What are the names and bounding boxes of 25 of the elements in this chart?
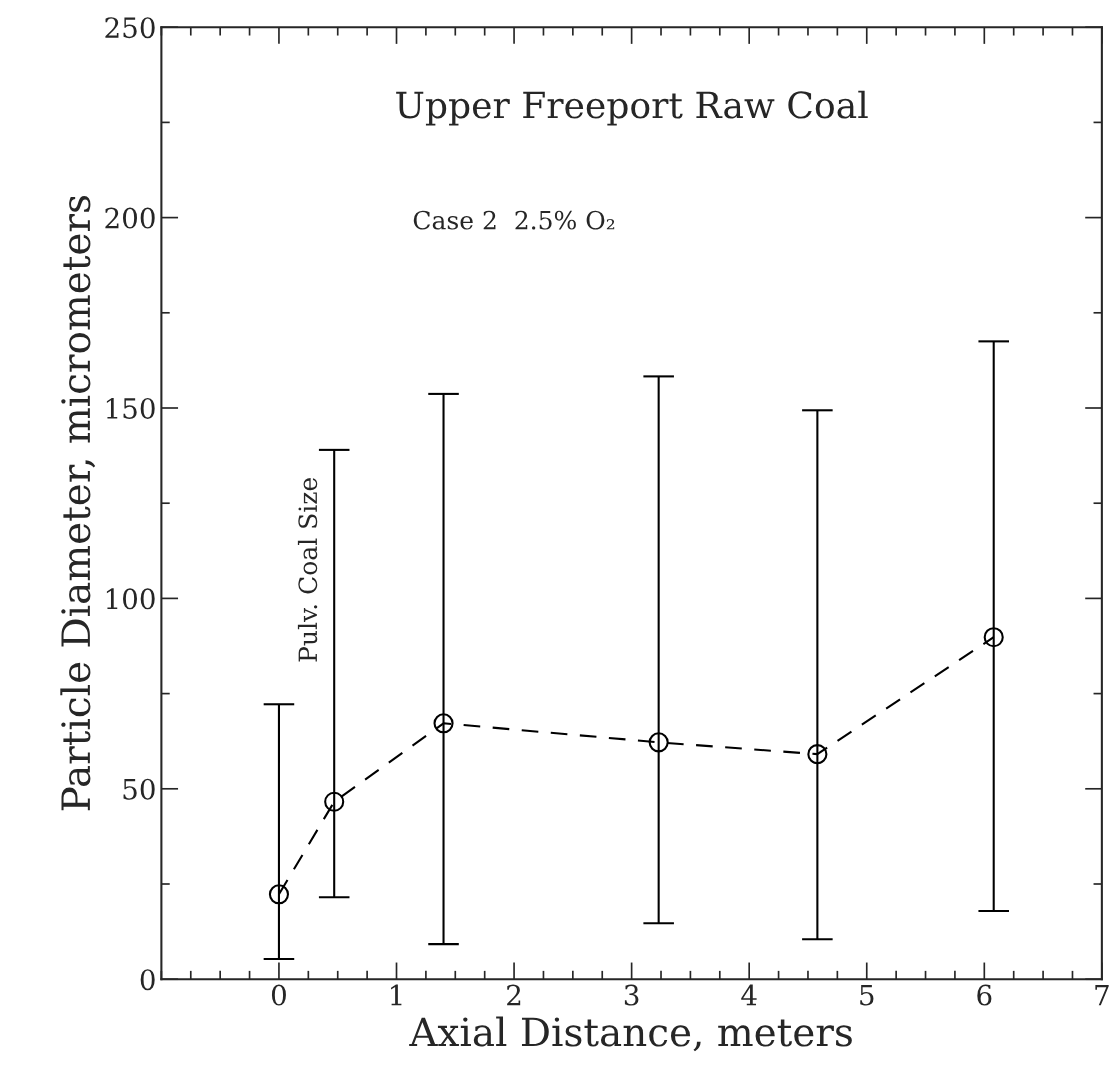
point (433, 713, 454, 734)
annotation: Pulv. Coal Size (297, 478, 318, 662)
y-tick-label: 250 (105, 17, 155, 39)
x-tick-label: 6 (977, 984, 992, 1006)
y-tick-label: 50 (123, 778, 155, 800)
x-tick-label: 7 (1095, 984, 1109, 1006)
y-tick-label: 150 (106, 397, 155, 419)
x-axis-title: Axial Distance, meters (409, 1016, 852, 1052)
point (807, 744, 828, 765)
x-tick-label: 0 (271, 984, 286, 1006)
point (324, 791, 345, 812)
x-tick-label: 4 (741, 984, 757, 1006)
y-axis-title: Particle Diameter, micrometers (60, 196, 96, 811)
x-tick-label: 1 (391, 984, 402, 1006)
y-tick-label: 100 (106, 588, 155, 610)
point (268, 884, 290, 905)
x-tick-label: 2 (507, 984, 521, 1006)
x-tick-label: 5 (860, 984, 874, 1006)
point (983, 627, 1004, 648)
y-tick-label: 0 (140, 969, 155, 991)
point (648, 732, 669, 753)
y-tick-label: 200 (105, 207, 155, 229)
text: Upper Freeport Raw Coal (396, 90, 868, 126)
x-tick-label: 3 (624, 984, 639, 1006)
annotation: Case 2 2.5% O₂ (413, 210, 615, 230)
